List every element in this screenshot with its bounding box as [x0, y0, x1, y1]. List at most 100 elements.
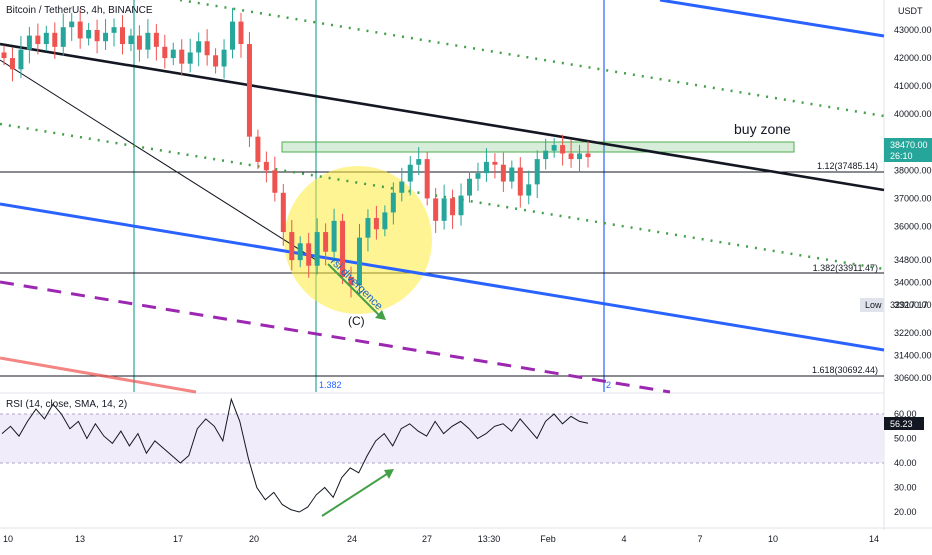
- candle-body: [136, 35, 142, 50]
- thin-trendline[interactable]: [0, 59, 317, 261]
- candle-body: [60, 27, 66, 47]
- time-tick-label: 14: [869, 534, 879, 544]
- currency-label[interactable]: USDT: [898, 6, 923, 16]
- candle-body: [526, 184, 532, 196]
- candle-body: [238, 21, 244, 45]
- candle-body: [416, 159, 422, 165]
- candle-body: [475, 173, 481, 179]
- time-axis[interactable]: 10 13 17 20 24 27 13:30 Feb 4 7 10 14: [3, 534, 879, 544]
- time-tick-label: 27: [422, 534, 432, 544]
- candle-body: [18, 49, 24, 70]
- candle-body: [407, 164, 413, 182]
- candle-body: [577, 153, 583, 160]
- rsi-band: [0, 414, 884, 463]
- candle-body: [483, 161, 489, 174]
- candle-body: [348, 276, 354, 286]
- price-tick-label: 36000.00: [894, 221, 932, 231]
- candle-body: [246, 44, 252, 137]
- candle-body: [94, 30, 100, 42]
- rsi-legend[interactable]: RSI (14, close, SMA, 14, 2): [6, 399, 128, 410]
- candle-body: [297, 243, 303, 261]
- rsi-tick-label: 50.00: [894, 434, 917, 444]
- candle-body: [551, 145, 557, 151]
- fib-label-1-12: 1.12(37485.14): [817, 161, 878, 171]
- candle-body: [543, 150, 549, 160]
- divergence-arrowhead-rsi: [384, 469, 394, 479]
- price-tick-label: 34000.00: [894, 278, 932, 288]
- time-tick-label: 24: [347, 534, 357, 544]
- price-tick-label: 34800.00: [894, 255, 932, 265]
- rsi-current-value: 56.23: [890, 419, 913, 429]
- vline-label-2: 2: [606, 380, 611, 390]
- divergence-arrow-price[interactable]: [327, 263, 383, 319]
- candle-body: [43, 32, 49, 45]
- candle-body: [263, 161, 269, 171]
- candle-body: [356, 237, 362, 286]
- candle-body: [153, 32, 159, 47]
- vline-label-1-382: 1.382: [319, 380, 342, 390]
- candle-body: [314, 232, 320, 266]
- candle-body: [492, 161, 498, 165]
- divergence-arrow-rsi[interactable]: [321, 471, 391, 517]
- buy-zone-rect[interactable]: [281, 141, 795, 153]
- candle-body: [187, 52, 193, 64]
- candle-body: [119, 27, 125, 45]
- price-tick-label: 38000.00: [894, 165, 932, 175]
- green-dotted-upper[interactable]: [179, 0, 885, 118]
- candle-body: [323, 232, 329, 252]
- time-tick-label: Feb: [540, 534, 556, 544]
- candle-body: [111, 27, 117, 33]
- candle-body: [69, 21, 75, 28]
- candle-body: [585, 153, 591, 158]
- time-tick-label: 10: [3, 534, 13, 544]
- candle-body: [424, 159, 430, 199]
- current-price-value: 38470.00: [890, 140, 928, 150]
- candle-body: [534, 159, 540, 185]
- candle-body: [213, 55, 219, 67]
- candle-body: [289, 232, 295, 261]
- candle-body: [86, 30, 92, 39]
- candle-body: [390, 192, 396, 213]
- time-tick-label: 20: [249, 534, 259, 544]
- symbol-title[interactable]: Bitcoin / TetherUS, 4h, BINANCE: [6, 5, 153, 16]
- candle-body: [204, 41, 210, 56]
- time-tick-label: 13: [75, 534, 85, 544]
- candle-body: [280, 192, 286, 233]
- time-tick-label: 10: [768, 534, 778, 544]
- candle-body: [399, 181, 405, 193]
- candle-body: [517, 167, 523, 196]
- candle-body: [179, 49, 185, 64]
- candle-body: [365, 218, 371, 238]
- wave-c-label: (C): [348, 314, 365, 328]
- candle-body: [9, 58, 15, 70]
- candle-body: [162, 46, 168, 59]
- divergence-arrowhead-price: [375, 310, 386, 320]
- candle-body: [1, 52, 7, 59]
- blue-channel-upper[interactable]: [659, 0, 885, 38]
- candle-body: [35, 35, 41, 45]
- current-price-badge: [884, 138, 932, 162]
- candle-body: [26, 35, 32, 50]
- black-trendline[interactable]: [0, 42, 885, 192]
- rsi-tick-label: 40.00: [894, 458, 917, 468]
- rsi-tick-label: 60.00: [894, 409, 917, 419]
- blue-channel-lower[interactable]: [0, 202, 885, 352]
- rsi-axis[interactable]: 60.00 50.00 40.00 30.00 20.00: [894, 409, 917, 517]
- price-tick-label: 37000.00: [894, 193, 932, 203]
- candle-body: [382, 212, 388, 230]
- fib-label-1-618: 1.618(30692.44): [812, 365, 878, 375]
- time-tick-label: 13:30: [478, 534, 501, 544]
- price-tick-label: 30600.00: [894, 373, 932, 383]
- fib-label-1-382: 1.382(33911.47): [813, 263, 878, 273]
- candle-body: [433, 198, 439, 221]
- red-line[interactable]: [0, 356, 197, 394]
- price-tick-label: 42000.00: [894, 53, 932, 63]
- low-label: Low: [865, 300, 882, 310]
- candle-body: [52, 32, 58, 47]
- price-tick-label: 31400.00: [894, 351, 932, 361]
- price-tick-label: 32200.00: [894, 328, 932, 338]
- rsi-tick-label: 20.00: [894, 507, 917, 517]
- purple-dashed-line[interactable]: [0, 280, 671, 394]
